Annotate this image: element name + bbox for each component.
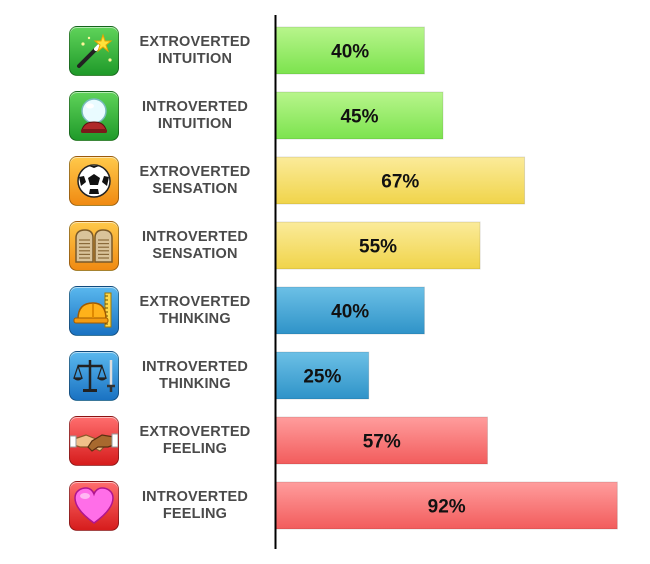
category-label-line: INTROVERTED bbox=[141, 358, 249, 375]
category-label-line: EXTROVERTED bbox=[139, 33, 251, 50]
category-label-line: THINKING bbox=[159, 375, 231, 392]
bar-value-label: 25% bbox=[303, 367, 341, 388]
bar bbox=[275, 26, 425, 75]
stone-tablets-icon-glyph bbox=[75, 229, 113, 263]
category-label-line: EXTROVERTED bbox=[139, 293, 251, 310]
bar bbox=[275, 286, 425, 335]
magic-wand-icon-glyph bbox=[77, 33, 113, 68]
category-label: INTROVERTED FEELING bbox=[128, 489, 262, 523]
category-label-line: INTUITION bbox=[157, 115, 233, 132]
bar bbox=[275, 91, 444, 140]
category-label-line: FEELING bbox=[162, 440, 228, 457]
category-label-line: EXTROVERTED bbox=[139, 163, 251, 180]
hard-hat-ruler-icon bbox=[69, 286, 119, 336]
category-label: INTROVERTED THINKING bbox=[128, 359, 262, 393]
bar bbox=[275, 221, 481, 270]
category-label: EXTROVERTED THINKING bbox=[128, 294, 262, 328]
category-label-line: SENSATION bbox=[152, 245, 238, 262]
magic-wand-icon bbox=[69, 26, 119, 76]
heart-icon-glyph bbox=[74, 487, 114, 524]
bar-value-label: 92% bbox=[428, 497, 466, 518]
category-label-line: THINKING bbox=[159, 310, 231, 327]
category-label-line: INTUITION bbox=[157, 50, 233, 67]
stone-tablets-icon bbox=[69, 221, 119, 271]
category-label: INTROVERTED INTUITION bbox=[128, 99, 262, 133]
handshake-icon bbox=[69, 416, 119, 466]
soccer-ball-icon bbox=[69, 156, 119, 206]
category-label: INTROVERTED SENSATION bbox=[128, 229, 262, 263]
heart-icon bbox=[69, 481, 119, 531]
category-label-line: INTROVERTED bbox=[141, 228, 249, 245]
category-label: EXTROVERTED SENSATION bbox=[128, 164, 262, 198]
category-label: EXTROVERTED INTUITION bbox=[128, 34, 262, 68]
bar-value-label: 40% bbox=[331, 42, 369, 63]
bar-value-label: 67% bbox=[381, 172, 419, 193]
crystal-ball-icon-glyph bbox=[81, 98, 107, 133]
bar-value-label: 55% bbox=[359, 237, 397, 258]
soccer-ball-icon-glyph bbox=[77, 164, 111, 198]
category-label: EXTROVERTED FEELING bbox=[128, 424, 262, 458]
category-label-line: SENSATION bbox=[152, 180, 238, 197]
bar bbox=[275, 416, 488, 465]
bar-value-label: 40% bbox=[331, 302, 369, 323]
scales-sword-icon bbox=[69, 351, 119, 401]
category-label-line: EXTROVERTED bbox=[139, 423, 251, 440]
handshake-icon-glyph bbox=[70, 433, 118, 452]
bar bbox=[275, 156, 526, 205]
category-label-line: INTROVERTED bbox=[141, 98, 249, 115]
hard-hat-ruler-icon-glyph bbox=[73, 292, 112, 328]
category-label-line: FEELING bbox=[162, 505, 228, 522]
category-label-line: INTROVERTED bbox=[141, 488, 249, 505]
bar-value-label: 45% bbox=[340, 107, 378, 128]
bars-layer: 40% 45% 67% 55% 40% 25% 57% 92% bbox=[275, 26, 618, 530]
crystal-ball-icon bbox=[69, 91, 119, 141]
bar-value-label: 57% bbox=[363, 432, 401, 453]
scales-sword-icon-glyph bbox=[73, 360, 115, 392]
